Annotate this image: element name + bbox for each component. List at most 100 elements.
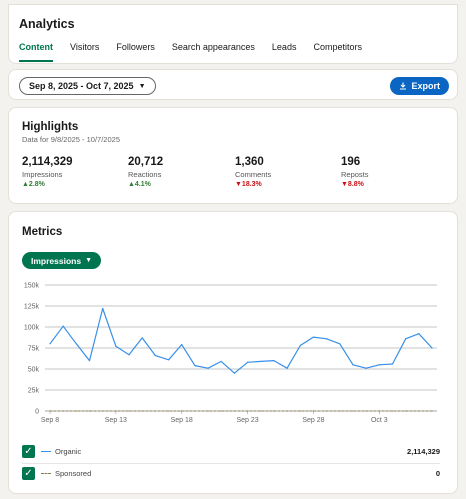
data-point-sponsored bbox=[299, 410, 301, 412]
data-point-organic bbox=[102, 307, 104, 310]
stat-change: ▼8.8% bbox=[341, 181, 364, 188]
data-point-organic bbox=[62, 325, 64, 327]
data-point-organic bbox=[49, 343, 51, 345]
sponsored-checkbox[interactable]: ✓ bbox=[22, 466, 35, 480]
stat-reposts: 196 Reposts ▼8.8% bbox=[341, 156, 369, 188]
tab-content[interactable]: Content bbox=[19, 42, 53, 62]
tab-visitors[interactable]: Visitors bbox=[70, 42, 100, 52]
data-point-organic bbox=[365, 367, 367, 369]
data-point-sponsored bbox=[431, 410, 433, 412]
data-point-organic bbox=[299, 344, 301, 347]
data-point-organic bbox=[260, 360, 262, 363]
y-tick-label: 0 bbox=[35, 409, 39, 416]
export-button[interactable]: Export bbox=[390, 77, 449, 95]
organic-swatch bbox=[41, 450, 51, 452]
data-point-sponsored bbox=[246, 410, 249, 412]
data-point-sponsored bbox=[326, 410, 328, 412]
data-point-organic bbox=[128, 354, 130, 356]
data-point-sponsored bbox=[181, 410, 183, 412]
y-tick-label: 25k bbox=[28, 388, 40, 395]
data-point-sponsored bbox=[128, 410, 130, 412]
legend-sponsored: ✓ Sponsored 0 bbox=[22, 464, 440, 482]
sponsored-swatch bbox=[41, 472, 51, 474]
data-point-organic bbox=[418, 333, 420, 335]
data-point-sponsored bbox=[220, 410, 222, 412]
data-point-sponsored bbox=[115, 410, 117, 412]
tab-leads[interactable]: Leads bbox=[271, 42, 297, 52]
data-point-organic bbox=[273, 360, 275, 362]
impressions-line-chart: 0 25k 50k 75k 100k 125k 150k Sep 8 Sep 13 Sep 18 S… bbox=[24, 283, 437, 424]
stat-label: Reactions bbox=[128, 170, 162, 179]
stat-value: 196 bbox=[341, 156, 361, 168]
stat-change: ▲2.8% bbox=[22, 181, 45, 188]
data-point-sponsored bbox=[339, 410, 341, 412]
data-point-organic bbox=[88, 360, 91, 362]
metric-selector-label: Impressions bbox=[31, 255, 82, 266]
data-point-sponsored bbox=[141, 410, 143, 412]
highlights-card: Highlights Data for 9/8/2025 - 10/7/2025… bbox=[8, 107, 458, 204]
data-point-sponsored bbox=[75, 410, 77, 412]
x-tick-label: Sep 8 bbox=[41, 417, 59, 424]
metrics-card: Metrics Impressions ▼ 0 25k 50k 75k 100k 125k… bbox=[8, 211, 458, 494]
y-tick-label: 150k bbox=[24, 283, 40, 290]
data-point-sponsored bbox=[167, 410, 170, 412]
download-icon bbox=[400, 82, 407, 90]
stat-change: ▼18.3% bbox=[235, 181, 262, 188]
caret-down-icon: ▼ bbox=[138, 82, 146, 90]
data-point-organic bbox=[141, 337, 143, 339]
data-point-organic bbox=[378, 364, 380, 366]
legend-value: 2,114,329 bbox=[407, 446, 440, 456]
data-point-organic bbox=[391, 363, 394, 365]
data-point-sponsored bbox=[312, 410, 315, 412]
page-title: Analytics bbox=[19, 17, 75, 31]
tab-followers[interactable]: Followers bbox=[116, 42, 155, 52]
data-point-organic bbox=[167, 359, 170, 361]
date-range-label: Sep 8, 2025 - Oct 7, 2025 bbox=[29, 81, 134, 91]
stat-label: Impressions bbox=[22, 170, 63, 179]
stat-reactions: 20,712 Reactions ▲4.1% bbox=[128, 156, 163, 188]
legend-organic: ✓ Organic 2,114,329 bbox=[22, 442, 440, 460]
data-point-organic bbox=[339, 343, 341, 345]
highlights-title: Highlights bbox=[22, 121, 79, 133]
y-tick-label: 50k bbox=[28, 367, 40, 374]
data-point-sponsored bbox=[352, 410, 354, 412]
data-point-sponsored bbox=[233, 410, 236, 412]
export-label: Export bbox=[411, 81, 440, 91]
y-tick-label: 100k bbox=[24, 325, 40, 332]
data-point-organic bbox=[181, 344, 183, 346]
tab-search-appearances[interactable]: Search appearances bbox=[171, 42, 255, 52]
data-point-organic bbox=[194, 365, 196, 367]
legend-label: Sponsored bbox=[55, 468, 92, 478]
x-tick-label: Sep 23 bbox=[236, 417, 258, 424]
organic-checkbox[interactable]: ✓ bbox=[22, 444, 35, 458]
metric-selector-dropdown[interactable]: Impressions ▼ bbox=[22, 252, 102, 269]
highlights-subtitle: Data for 9/8/2025 - 10/7/2025 bbox=[22, 135, 120, 144]
data-point-organic bbox=[286, 367, 288, 369]
data-point-sponsored bbox=[260, 410, 262, 412]
stat-comments: 1,360 Comments ▼18.3% bbox=[235, 156, 271, 188]
x-tick-label: Sep 18 bbox=[171, 417, 193, 424]
data-point-organic bbox=[431, 347, 433, 349]
data-point-sponsored bbox=[273, 410, 275, 412]
stat-label: Reposts bbox=[341, 170, 369, 179]
stat-impressions: 2,114,329 Impressions ▲2.8% bbox=[22, 156, 73, 188]
x-tick-label: Oct 3 bbox=[371, 417, 388, 424]
tab-competitors[interactable]: Competitors bbox=[313, 42, 362, 52]
stat-value: 1,360 bbox=[235, 156, 264, 168]
data-point-sponsored bbox=[391, 410, 394, 412]
data-point-sponsored bbox=[365, 410, 367, 412]
data-point-organic bbox=[75, 343, 77, 345]
y-tick-label: 125k bbox=[24, 304, 40, 311]
stat-value: 20,712 bbox=[128, 156, 164, 168]
data-point-sponsored bbox=[286, 410, 288, 412]
data-point-sponsored bbox=[378, 410, 380, 412]
data-point-sponsored bbox=[405, 410, 407, 412]
data-point-sponsored bbox=[102, 410, 104, 412]
data-point-organic bbox=[207, 367, 209, 369]
legend-divider bbox=[22, 463, 440, 464]
tab-bar: Content Visitors Followers Search appear… bbox=[19, 42, 379, 62]
date-range-dropdown[interactable]: Sep 8, 2025 - Oct 7, 2025 ▼ bbox=[19, 77, 156, 95]
data-point-organic bbox=[154, 354, 156, 357]
x-tick-label: Sep 13 bbox=[105, 417, 127, 424]
data-point-organic bbox=[326, 338, 328, 340]
